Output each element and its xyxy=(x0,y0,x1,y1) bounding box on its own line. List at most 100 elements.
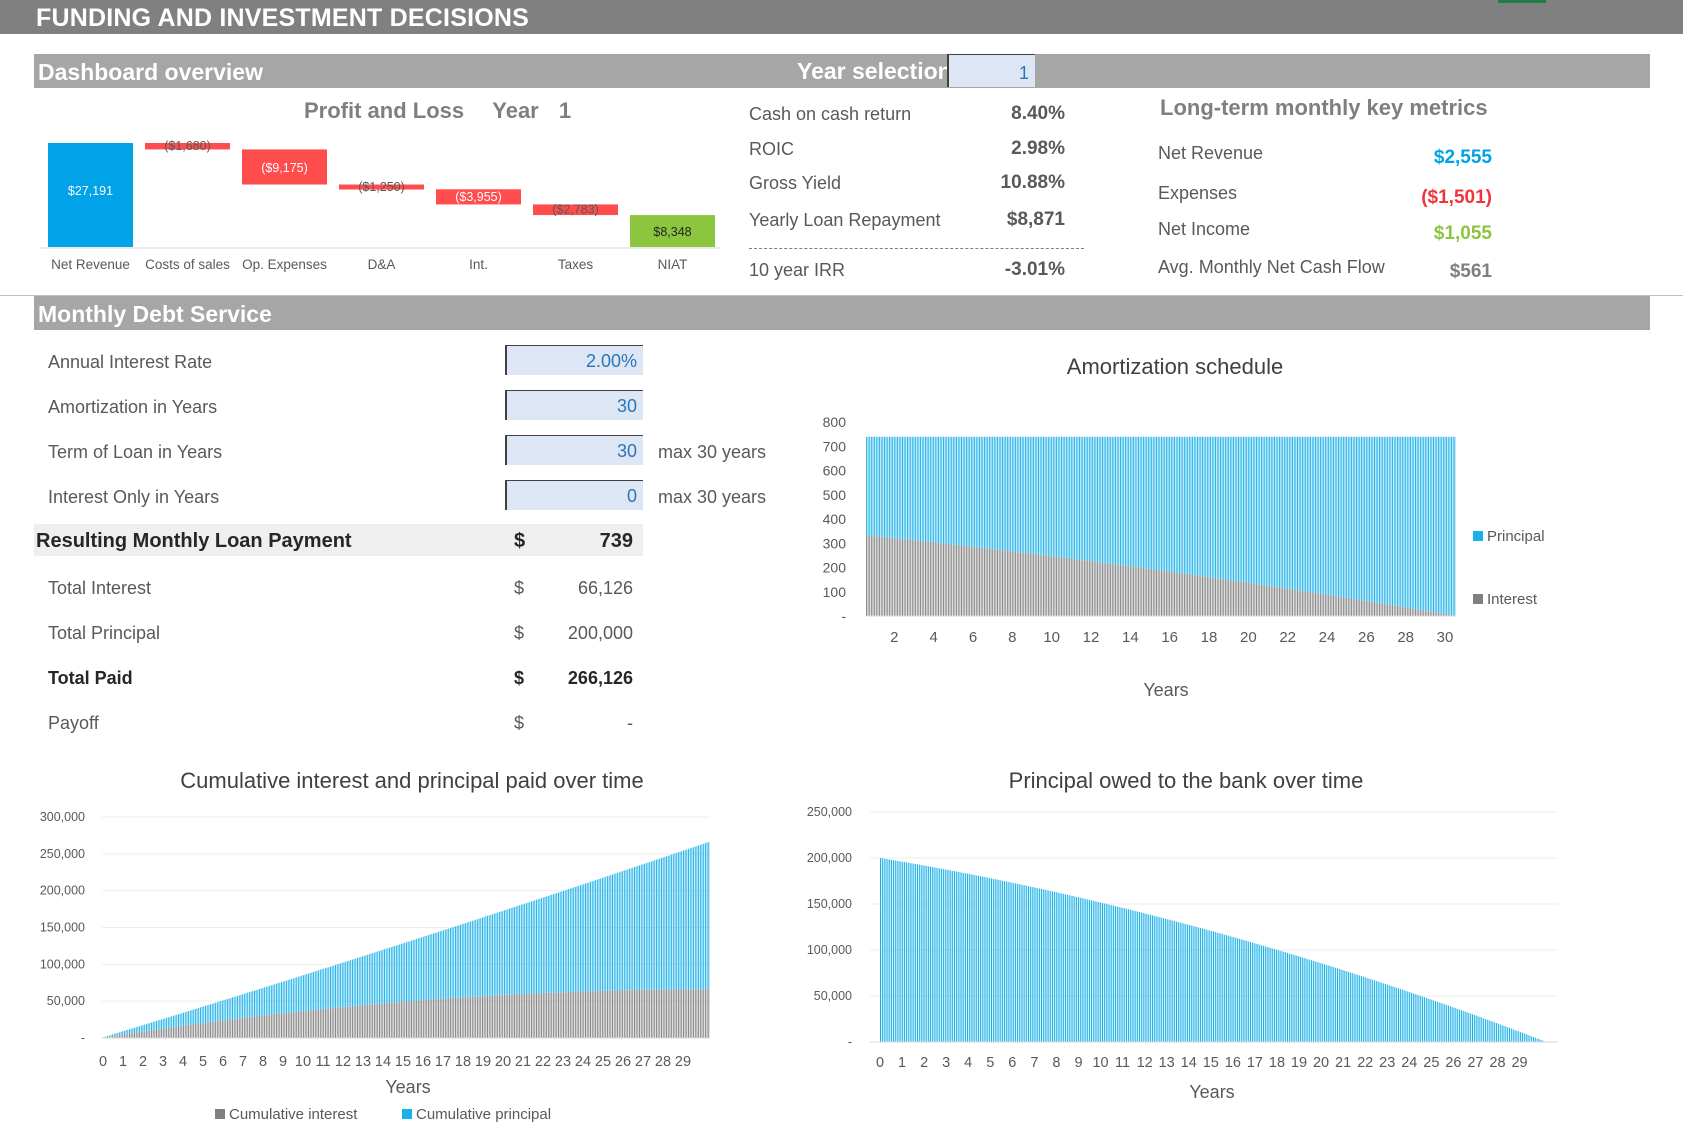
interest-bar xyxy=(1429,611,1431,616)
input-field[interactable]: 30 xyxy=(505,390,643,420)
cumulative-principal-bar xyxy=(495,913,497,996)
owed-bar xyxy=(1336,968,1338,1042)
owed-bar xyxy=(1472,1014,1474,1042)
cumulative-interest-bar xyxy=(465,997,467,1038)
owed-bar xyxy=(1142,912,1144,1042)
principal-bar xyxy=(1298,436,1300,591)
cumulative-interest-bar xyxy=(304,1010,306,1038)
owed-bar xyxy=(1194,926,1196,1042)
principal-bar xyxy=(882,436,884,537)
cumulative-interest-bar xyxy=(444,998,446,1038)
owed-bar xyxy=(1120,907,1122,1042)
cumulative-interest-bar xyxy=(639,990,640,1038)
owed-bar xyxy=(1100,902,1102,1042)
owed-bar xyxy=(1275,949,1277,1042)
cumulative-principal-bar xyxy=(657,859,659,990)
owed-bar xyxy=(1459,1009,1461,1042)
principal-bar xyxy=(982,436,984,548)
cumulative-principal-bar xyxy=(122,1031,124,1035)
cumulative-interest-bar xyxy=(296,1011,298,1038)
owed-bar xyxy=(1220,933,1222,1042)
longterm-value: $561 xyxy=(1449,261,1492,282)
owed-bar xyxy=(1290,954,1292,1042)
interest-bar xyxy=(913,540,915,616)
principal-bar xyxy=(1265,436,1267,586)
cumulative-principal-bar xyxy=(684,849,686,990)
principal-bar xyxy=(1121,436,1123,566)
cumulative-principal-bar xyxy=(184,1012,186,1026)
interest-bar xyxy=(1265,585,1267,616)
principal-bar xyxy=(925,436,926,542)
cumulative-x-tick: 12 xyxy=(335,1054,351,1070)
cumulative-interest-bar xyxy=(586,991,588,1038)
cumulative-interest-bar xyxy=(512,994,514,1038)
cumulative-principal-bar xyxy=(314,971,316,1010)
owed-bar xyxy=(915,864,917,1042)
principal-bar xyxy=(910,436,912,540)
interest-bar xyxy=(1434,612,1436,616)
interest-bar xyxy=(1029,553,1031,616)
owed-bar xyxy=(1089,899,1091,1042)
principal-bar xyxy=(1179,436,1180,574)
cumulative-principal-bar xyxy=(682,850,684,990)
cumulative-interest-bar xyxy=(708,989,710,1038)
cumulative-principal-bar xyxy=(198,1007,200,1024)
interest-bar xyxy=(1065,558,1067,616)
owed-bar xyxy=(968,874,970,1042)
principal-bar xyxy=(1451,436,1452,616)
principal-bar xyxy=(1146,436,1148,569)
cumulative-interest-bar xyxy=(579,991,581,1038)
owed-bar xyxy=(1087,899,1089,1042)
cumulative-interest-bar xyxy=(400,1001,402,1038)
interest-bar xyxy=(1244,582,1246,616)
principal-bar xyxy=(1434,436,1436,613)
interest-bar xyxy=(1097,562,1098,616)
principal-bar xyxy=(1157,436,1159,571)
input-field[interactable]: 2.00% xyxy=(505,345,643,375)
cumulative-principal-bar xyxy=(544,896,546,994)
cumulative-interest-bar xyxy=(127,1033,129,1038)
interest-bar xyxy=(1013,551,1015,616)
cumulative-interest-bar xyxy=(301,1011,303,1038)
input-field[interactable]: 0 xyxy=(505,480,643,510)
principal-bar xyxy=(1044,436,1046,556)
cumulative-x-label: Years xyxy=(385,1077,430,1097)
principal-bar xyxy=(1170,436,1172,572)
interest-bar xyxy=(1383,603,1385,616)
principal-bar xyxy=(906,436,908,540)
owed-bar xyxy=(1488,1020,1490,1042)
principal-bar xyxy=(995,436,997,550)
interest-bar xyxy=(1411,608,1413,616)
cumulative-principal-bar xyxy=(421,937,423,1001)
amortization-x-label: Years xyxy=(1143,680,1188,700)
cumulative-title: Cumulative interest and principal paid o… xyxy=(180,768,643,793)
owed-bar xyxy=(1248,941,1250,1042)
cumulative-principal-bar xyxy=(672,854,674,990)
input-field[interactable]: 30 xyxy=(505,435,643,465)
result-currency: $ xyxy=(514,530,526,552)
cumulative-interest-bar xyxy=(125,1034,127,1038)
owed-bar xyxy=(1044,889,1046,1042)
cumulative-principal-bar xyxy=(601,877,603,991)
owed-bar xyxy=(1268,947,1270,1042)
owed-bar xyxy=(1359,975,1361,1042)
owed-bar xyxy=(1205,929,1207,1042)
debt-section-bar: Monthly Debt Service xyxy=(34,296,1650,330)
owed-bar xyxy=(933,867,935,1042)
year-selection-input[interactable]: 1 xyxy=(947,54,1035,87)
cumulative-x-tick: 7 xyxy=(239,1054,247,1070)
principal-bar xyxy=(990,436,992,549)
owed-bar xyxy=(1066,894,1068,1042)
cumulative-principal-bar xyxy=(223,1000,225,1021)
principal-bar xyxy=(1256,436,1257,585)
cumulative-principal-bar xyxy=(166,1017,168,1029)
principal-bar xyxy=(903,436,905,540)
principal-bar xyxy=(988,436,990,549)
owed-bar xyxy=(1407,991,1409,1042)
principal-bar xyxy=(1352,436,1354,599)
principal-bar xyxy=(1087,436,1089,561)
longterm-value: $2,555 xyxy=(1433,147,1492,168)
interest-bar xyxy=(1418,609,1420,616)
owed-bar xyxy=(1396,987,1398,1042)
owed-bar xyxy=(1507,1027,1509,1042)
